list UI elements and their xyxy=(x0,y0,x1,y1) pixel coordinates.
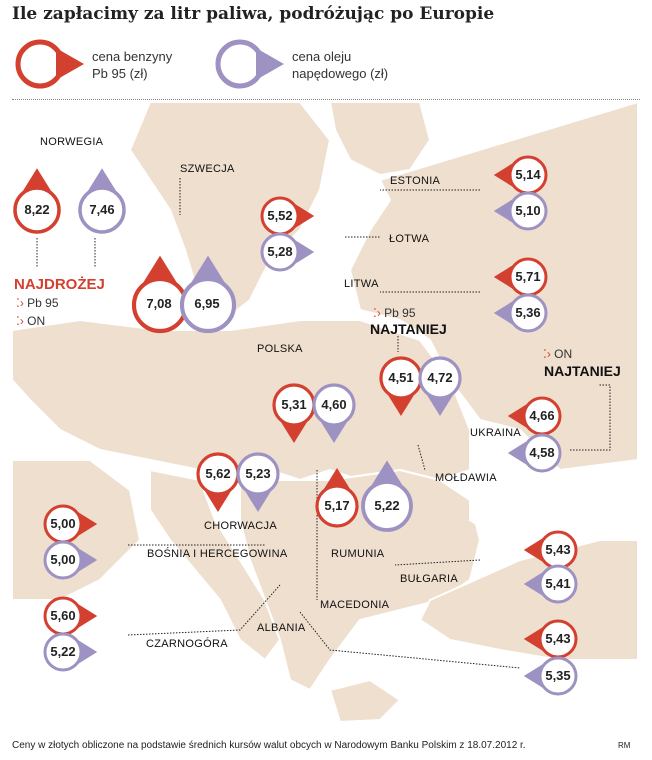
label-romania: RUMUNIA xyxy=(331,548,385,560)
poland-pb95-value: 5,31 xyxy=(281,397,307,412)
label-lithuania: LITWA xyxy=(344,278,379,290)
bulgaria-on-marker xyxy=(523,564,578,604)
most-expensive-on: ⁚› ON xyxy=(16,314,46,328)
romania-pb95-marker xyxy=(315,468,359,528)
sweden-on-marker xyxy=(179,255,237,334)
cheapest-pb95-text: Pb 95 xyxy=(384,306,416,320)
bosnia-pb95-value: 5,00 xyxy=(50,516,76,531)
cheapest-pb95-label: NAJTANIEJ xyxy=(370,321,447,337)
poland-pb95-marker xyxy=(272,383,316,443)
author-credit: RM xyxy=(618,741,631,750)
lithuania-pb95-marker xyxy=(493,257,548,297)
croatia-on-marker xyxy=(236,452,280,512)
latvia-on-value: 5,28 xyxy=(267,244,293,259)
moldova-on-marker xyxy=(418,356,462,416)
romania-pb95-value: 5,17 xyxy=(324,498,350,513)
bulgaria-on-value: 5,41 xyxy=(545,576,571,591)
most-expensive-pb95: ⁚› Pb 95 xyxy=(16,296,59,310)
page-title: Ile zapłacimy za litr paliwa, podróżując… xyxy=(12,4,495,24)
albania-pb95-value: 5,43 xyxy=(545,631,571,646)
label-latvia: ŁOTWA xyxy=(389,233,430,245)
lithuania-on-marker xyxy=(493,293,548,333)
legend-diesel-label: cena oleju napędowego (zł) xyxy=(292,49,389,81)
cheapest-pb95-note: ⁚› Pb 95 xyxy=(373,306,416,320)
divider xyxy=(12,99,640,100)
diesel-legend-marker xyxy=(215,39,284,89)
estonia-on-value: 5,10 xyxy=(515,203,541,218)
ukraine-connector xyxy=(570,384,611,451)
romania-on-value: 5,22 xyxy=(374,498,400,513)
albania-connector xyxy=(299,611,521,669)
label-bosnia: BOŚNIA I HERCEGOWINA xyxy=(147,548,288,560)
label-norway: NORWEGIA xyxy=(40,136,104,148)
montenegro-on-marker xyxy=(43,632,98,672)
cheapest-on-text: ON xyxy=(554,347,573,361)
albania-on-marker xyxy=(523,656,578,696)
croatia-pb95-value: 5,62 xyxy=(205,466,231,481)
latvia-pb95-value: 5,52 xyxy=(267,208,293,223)
norway-on-marker xyxy=(78,168,126,234)
label-montenegro: CZARNOGÓRA xyxy=(146,638,228,650)
estonia-on-marker xyxy=(493,191,548,231)
most-expensive-label: NAJDROŻEJ xyxy=(14,276,105,293)
label-albania: ALBANIA xyxy=(257,622,306,634)
label-macedonia: MACEDONIA xyxy=(320,599,390,611)
cheapest-on-note: ⁚› ON xyxy=(543,347,573,361)
norway-pb95-marker xyxy=(13,168,61,234)
montenegro-on-value: 5,22 xyxy=(50,644,76,659)
latvia-on-marker xyxy=(260,232,315,272)
moldova-on-value: 4,72 xyxy=(427,370,453,385)
label-bulgaria: BUŁGARIA xyxy=(400,573,459,585)
ukraine-pb95-marker xyxy=(507,396,562,436)
croatia-pb95-marker xyxy=(196,452,240,512)
sweden-pb95-value: 7,08 xyxy=(146,296,172,311)
label-sweden: SZWECJA xyxy=(180,163,235,175)
montenegro-connector xyxy=(127,584,281,636)
cheapest-on-label: NAJTANIEJ xyxy=(544,363,621,379)
norway-on-value: 7,46 xyxy=(89,202,115,217)
montenegro-pb95-value: 5,60 xyxy=(50,608,76,623)
norway-pb95-value: 8,22 xyxy=(24,202,50,217)
legend-markers xyxy=(15,39,284,89)
lithuania-pb95-value: 5,71 xyxy=(515,269,541,284)
sweden-pb95-marker xyxy=(131,255,189,334)
poland-on-marker xyxy=(312,383,356,443)
latvia-pb95-marker xyxy=(260,196,315,236)
poland-on-value: 4,60 xyxy=(321,397,347,412)
label-croatia: CHORWACJA xyxy=(204,520,277,532)
most-expensive-pb95-text: Pb 95 xyxy=(27,296,59,310)
ukraine-on-value: 4,58 xyxy=(529,445,555,460)
croatia-on-value: 5,23 xyxy=(245,466,271,481)
label-ukraine: UKRAINA xyxy=(470,427,521,439)
bosnia-on-marker xyxy=(43,540,98,580)
bosnia-on-value: 5,00 xyxy=(50,552,76,567)
sweden-on-value: 6,95 xyxy=(194,296,220,311)
lithuania-on-value: 5,36 xyxy=(515,305,541,320)
bulgaria-pb95-value: 5,43 xyxy=(545,542,571,557)
moldova-pb95-marker xyxy=(379,356,423,416)
most-expensive-on-text: ON xyxy=(27,314,46,328)
moldova-pb95-value: 4,51 xyxy=(388,370,414,385)
footer-note: Ceny w złotych obliczone na podstawie śr… xyxy=(12,740,526,751)
label-estonia: ESTONIA xyxy=(390,175,441,187)
romania-on-marker xyxy=(361,460,413,532)
ukraine-pb95-value: 4,66 xyxy=(529,408,555,423)
moldova-connector xyxy=(417,444,426,471)
estonia-pb95-value: 5,14 xyxy=(515,167,541,182)
label-poland: POLSKA xyxy=(257,343,303,355)
label-moldova: MOŁDAWIA xyxy=(435,472,497,484)
bulgaria-connector xyxy=(394,559,481,566)
ukraine-on-marker xyxy=(507,433,562,473)
petrol-legend-marker xyxy=(15,39,84,89)
legend-petrol-label: cena benzyny Pb 95 (zł) xyxy=(92,49,173,81)
albania-on-value: 5,35 xyxy=(545,668,571,683)
